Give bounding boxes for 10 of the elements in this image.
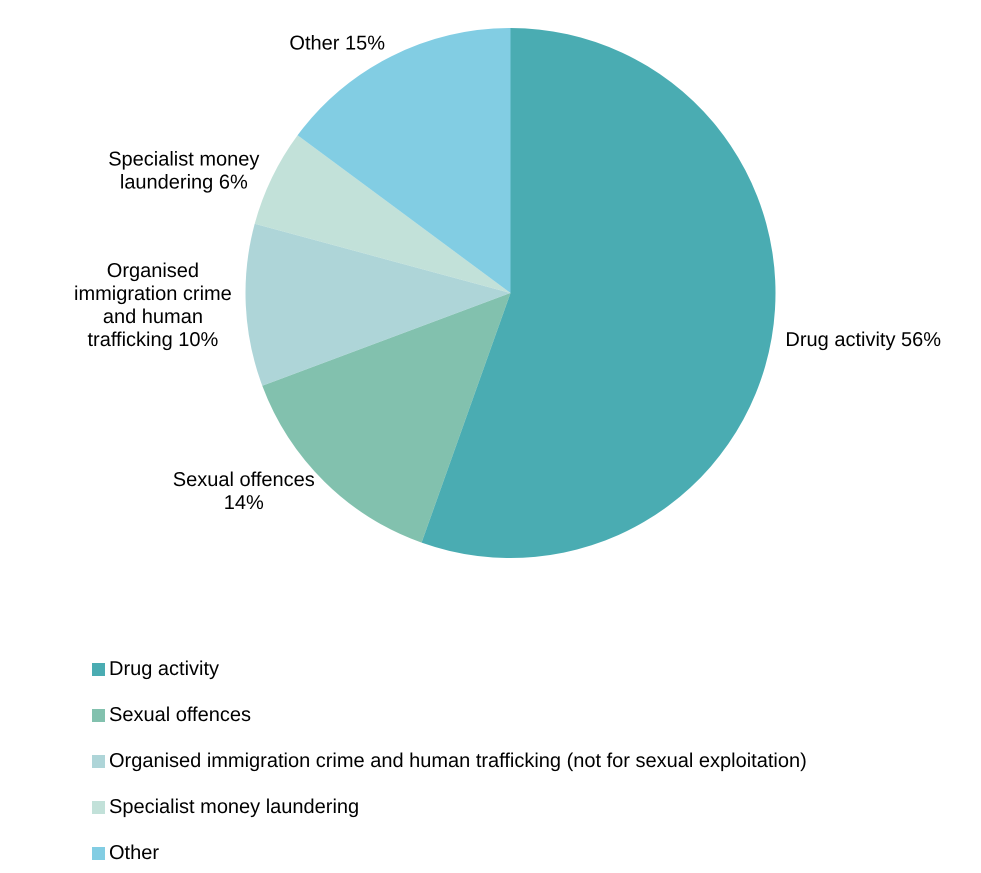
data-label: Specialist money laundering 6% [108,148,260,194]
data-label: Organised immigration crime and human trafficking 10% [74,260,232,352]
data-label: Other 15% [289,32,386,54]
legend-label: Sexual offences [109,704,251,727]
legend-label: Drug activity [109,658,220,681]
data-label: Sexual offences 14% [172,468,315,514]
legend-label: Organised immigration crime and human trafficking (not for sexual exploitation) [109,750,807,773]
data-label: Drug activity 56% [785,329,942,352]
legend-label: Other [109,842,160,865]
legend-label: Specialist money laundering [109,796,360,819]
